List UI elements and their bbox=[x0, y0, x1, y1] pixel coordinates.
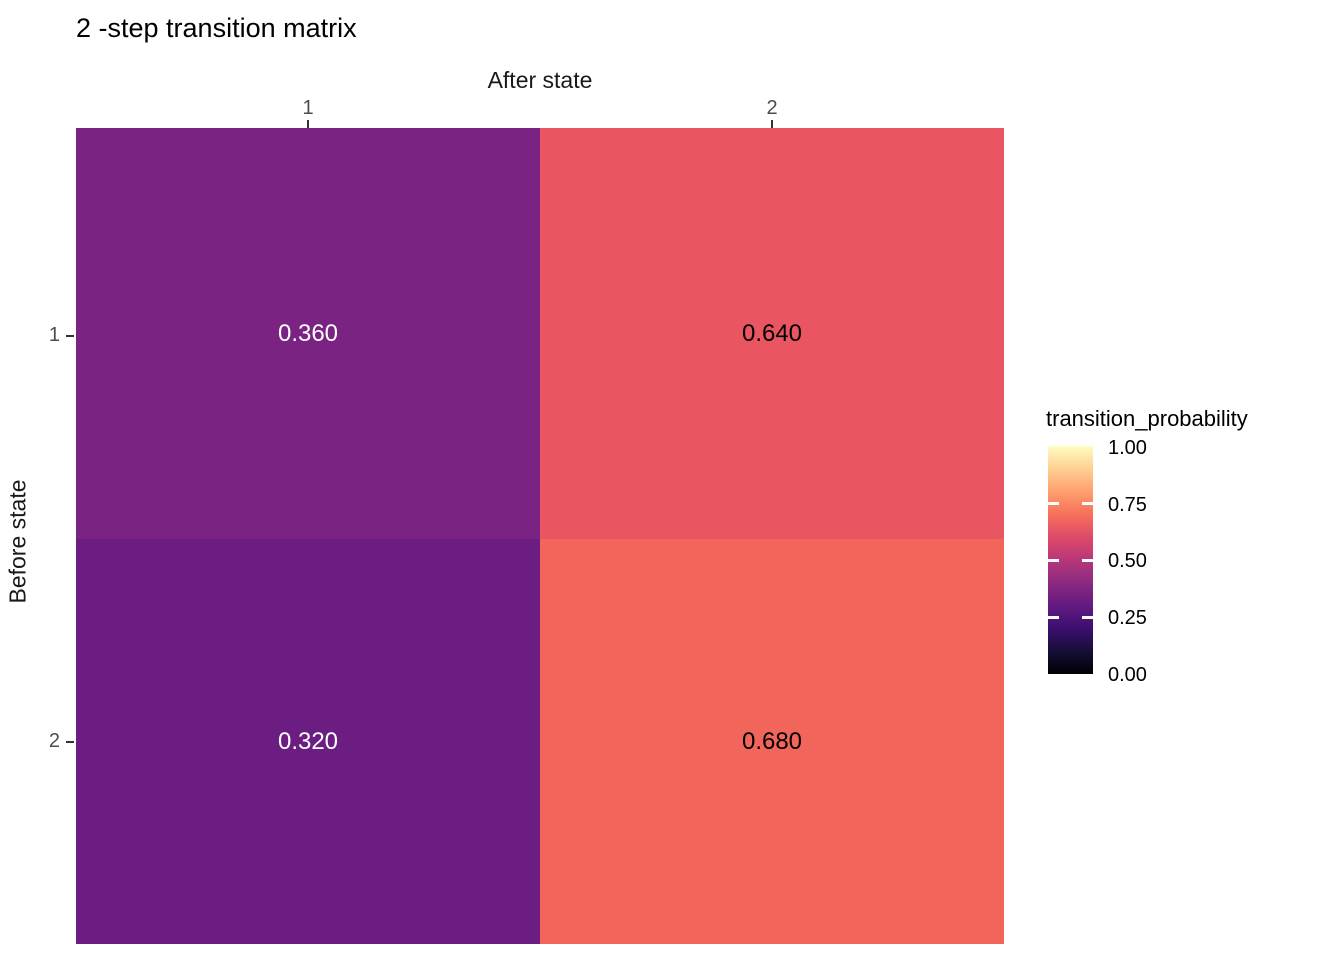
x-axis-title: After state bbox=[487, 67, 593, 93]
y-tick-mark-2 bbox=[66, 741, 74, 743]
y-tick-label-1: 1 bbox=[48, 324, 60, 346]
y-tick-mark-1 bbox=[66, 335, 74, 337]
colorbar-tick-0.75-left bbox=[1048, 502, 1059, 505]
cell-value-label: 0.360 bbox=[277, 319, 339, 347]
colorbar-tick-0.75-right bbox=[1082, 502, 1093, 505]
chart-title: 2 -step transition matrix bbox=[76, 13, 357, 43]
legend-title: transition_probability bbox=[1046, 406, 1248, 431]
heatmap-grid: 0.360 0.640 0.320 0.680 bbox=[76, 128, 1004, 944]
colorbar-tick-0.50-right bbox=[1082, 559, 1093, 562]
colorbar-tick-0.25-right bbox=[1082, 616, 1093, 619]
heatmap-cell-r2c1: 0.320 bbox=[76, 539, 540, 944]
heatmap-cell-r1c1: 0.360 bbox=[76, 128, 540, 539]
legend-tick-label-1.00: 1.00 bbox=[1108, 437, 1147, 459]
colorbar-tick-0.50-left bbox=[1048, 559, 1059, 562]
legend-tick-label-0.25: 0.25 bbox=[1108, 607, 1147, 629]
y-axis-title: Before state bbox=[4, 479, 31, 604]
colorbar-tick-0.25-left bbox=[1048, 616, 1059, 619]
cell-value-label: 0.680 bbox=[741, 727, 803, 755]
x-tick-label-1: 1 bbox=[302, 97, 314, 119]
legend-tick-label-0.75: 0.75 bbox=[1108, 494, 1147, 516]
x-tick-label-2: 2 bbox=[766, 97, 778, 119]
legend-tick-label-0.00: 0.00 bbox=[1108, 664, 1147, 686]
x-tick-mark-2 bbox=[771, 120, 773, 128]
heatmap-cell-r2c2: 0.680 bbox=[540, 539, 1004, 944]
legend-colorbar bbox=[1048, 446, 1093, 674]
cell-value-label: 0.640 bbox=[741, 319, 803, 347]
cell-value-label: 0.320 bbox=[277, 727, 339, 755]
legend-tick-label-0.50: 0.50 bbox=[1108, 550, 1147, 572]
y-tick-label-2: 2 bbox=[48, 730, 60, 752]
heatmap-cell-r1c2: 0.640 bbox=[540, 128, 1004, 539]
x-tick-mark-1 bbox=[307, 120, 309, 128]
